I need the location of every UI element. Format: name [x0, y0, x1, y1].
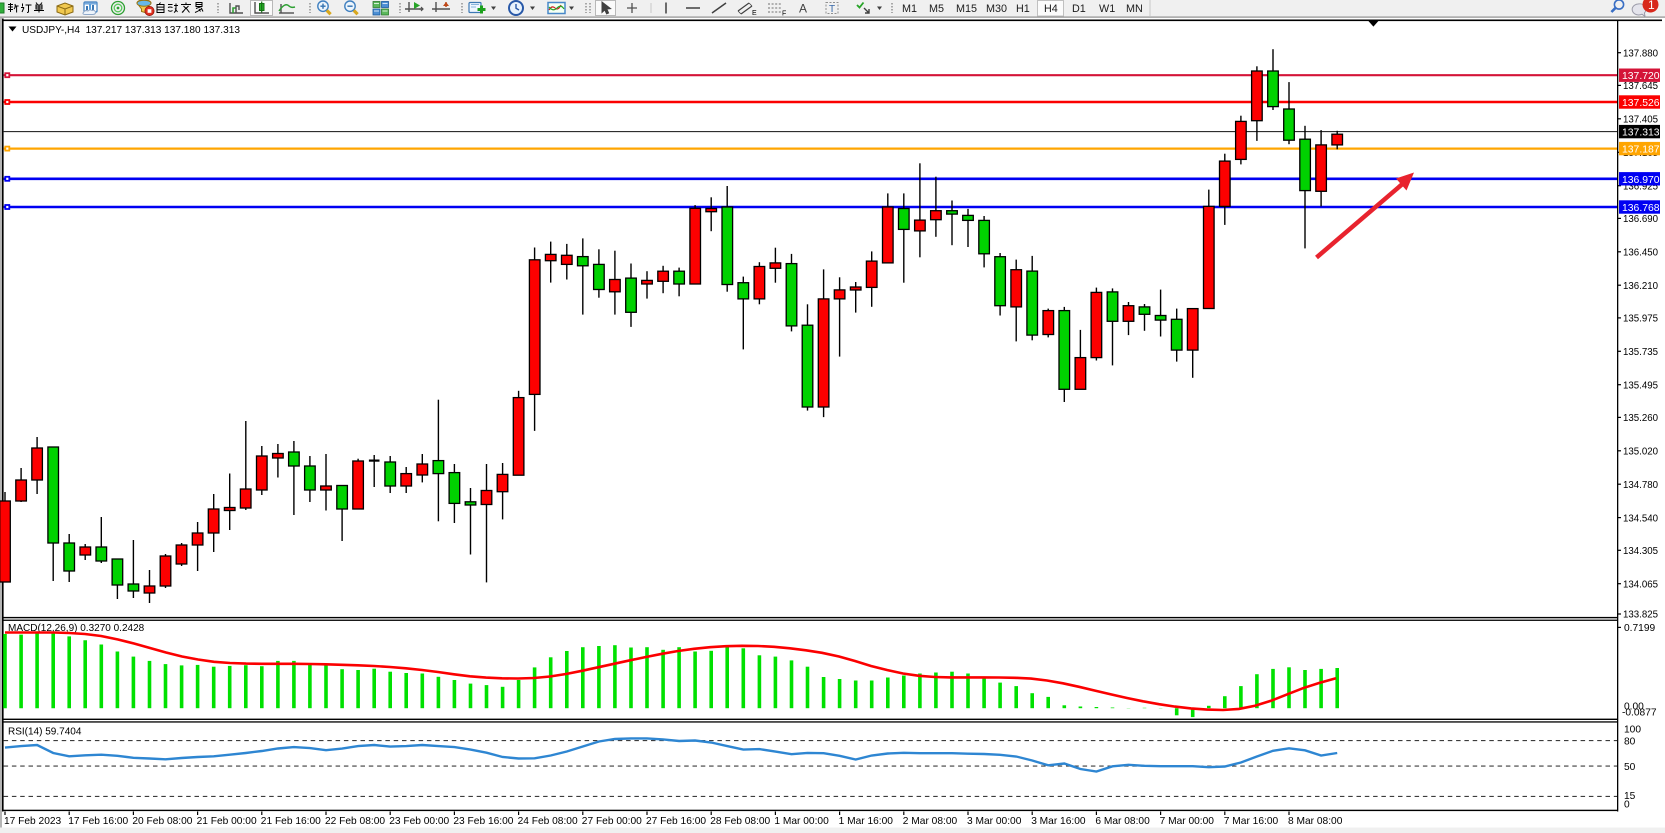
svg-text:23 Feb 00:00: 23 Feb 00:00: [389, 816, 449, 827]
svg-text:137.645: 137.645: [1623, 81, 1658, 92]
svg-text:7 Mar 16:00: 7 Mar 16:00: [1224, 816, 1279, 827]
svg-text:MN: MN: [1126, 3, 1143, 15]
svg-text:W1: W1: [1099, 3, 1115, 15]
svg-text:136.210: 136.210: [1623, 281, 1659, 292]
svg-text:134.065: 134.065: [1623, 579, 1658, 590]
svg-text:135.975: 135.975: [1623, 314, 1658, 325]
svg-text:0.7199: 0.7199: [1624, 623, 1655, 634]
svg-text:80: 80: [1624, 736, 1636, 747]
svg-text:MACD(12,26,9) 0.3270 0.2428: MACD(12,26,9) 0.3270 0.2428: [8, 623, 145, 634]
svg-text:A: A: [799, 2, 807, 16]
svg-text:50: 50: [1624, 762, 1636, 773]
svg-text:136.925: 136.925: [1623, 181, 1658, 192]
svg-text:0.00: 0.00: [1624, 702, 1644, 713]
svg-text:137.313: 137.313: [1622, 128, 1660, 139]
svg-text:H4: H4: [1044, 3, 1058, 15]
svg-text:T: T: [829, 4, 835, 15]
svg-text:M5: M5: [929, 3, 944, 15]
svg-text:7 Mar 00:00: 7 Mar 00:00: [1160, 816, 1215, 827]
svg-text:134.780: 134.780: [1623, 480, 1659, 491]
svg-text:17 Feb 2023: 17 Feb 2023: [4, 816, 62, 827]
svg-text:15: 15: [1624, 791, 1636, 802]
svg-text:136.768: 136.768: [1622, 203, 1660, 214]
svg-text:137.880: 137.880: [1623, 48, 1659, 59]
svg-text:137.187: 137.187: [1622, 145, 1660, 156]
svg-text:3 Mar 16:00: 3 Mar 16:00: [1031, 816, 1086, 827]
svg-text:136.450: 136.450: [1623, 248, 1659, 259]
svg-text:27 Feb 16:00: 27 Feb 16:00: [646, 816, 706, 827]
svg-text:20 Feb 08:00: 20 Feb 08:00: [132, 816, 192, 827]
svg-text:-0.0877: -0.0877: [1622, 708, 1657, 719]
svg-text:133.825: 133.825: [1623, 610, 1658, 621]
svg-text:0: 0: [1624, 800, 1630, 811]
svg-text:100: 100: [1624, 725, 1641, 736]
svg-text:3 Mar 00:00: 3 Mar 00:00: [967, 816, 1022, 827]
svg-text:M1: M1: [902, 3, 917, 15]
svg-text:136.970: 136.970: [1622, 175, 1660, 186]
svg-text:USDJPY-,H4 137.217 137.313 13: USDJPY-,H4 137.217 137.313 137.180 137.3…: [22, 25, 240, 36]
svg-text:23 Feb 16:00: 23 Feb 16:00: [453, 816, 513, 827]
svg-text:M30: M30: [986, 3, 1007, 15]
svg-text:E: E: [752, 10, 757, 17]
svg-text:27 Feb 00:00: 27 Feb 00:00: [582, 816, 642, 827]
svg-text:136.690: 136.690: [1623, 214, 1659, 225]
svg-text:135.020: 135.020: [1623, 447, 1659, 458]
svg-text:F: F: [782, 11, 786, 18]
svg-text:8 Mar 08:00: 8 Mar 08:00: [1288, 816, 1343, 827]
svg-text:21 Feb 00:00: 21 Feb 00:00: [197, 816, 257, 827]
svg-text:135.260: 135.260: [1623, 413, 1659, 424]
svg-text:21 Feb 16:00: 21 Feb 16:00: [261, 816, 321, 827]
svg-text:135.495: 135.495: [1623, 380, 1658, 391]
svg-text:1 Mar 00:00: 1 Mar 00:00: [774, 816, 829, 827]
svg-text:134.305: 134.305: [1623, 546, 1658, 557]
svg-text:24 Feb 08:00: 24 Feb 08:00: [518, 816, 578, 827]
svg-text:134.540: 134.540: [1623, 513, 1659, 524]
svg-text:137.720: 137.720: [1622, 71, 1660, 82]
svg-text:6 Mar 08:00: 6 Mar 08:00: [1095, 816, 1150, 827]
svg-text:137.405: 137.405: [1623, 115, 1658, 126]
svg-text:135.735: 135.735: [1623, 347, 1658, 358]
svg-text:1: 1: [1648, 0, 1655, 12]
svg-text:22 Feb 08:00: 22 Feb 08:00: [325, 816, 385, 827]
svg-text:2 Mar 08:00: 2 Mar 08:00: [903, 816, 958, 827]
svg-text:28 Feb 08:00: 28 Feb 08:00: [710, 816, 770, 827]
svg-text:RSI(14) 59.7404: RSI(14) 59.7404: [8, 727, 82, 738]
svg-text:1 Mar 16:00: 1 Mar 16:00: [839, 816, 894, 827]
svg-text:137.526: 137.526: [1622, 98, 1660, 109]
svg-text:17 Feb 16:00: 17 Feb 16:00: [68, 816, 128, 827]
svg-text:M15: M15: [956, 3, 977, 15]
svg-text:D1: D1: [1072, 3, 1086, 15]
svg-text:H1: H1: [1016, 3, 1030, 15]
